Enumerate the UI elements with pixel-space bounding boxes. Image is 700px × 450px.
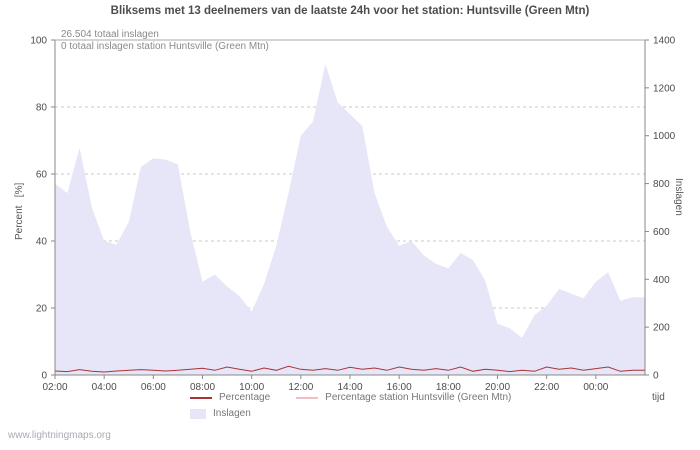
chart-title: Bliksems met 13 deelnemers van de laatst…: [110, 5, 590, 17]
svg-text:200: 200: [653, 323, 670, 334]
svg-text:06:00: 06:00: [141, 382, 166, 393]
legend-swatch-line: [296, 396, 319, 399]
svg-text:14:00: 14:00: [337, 382, 362, 393]
svg-text:02:00: 02:00: [42, 382, 67, 393]
svg-text:1200: 1200: [653, 83, 676, 94]
legend-row: Percentage Percentage station Huntsville …: [190, 392, 511, 403]
svg-text:1400: 1400: [653, 36, 676, 47]
svg-text:00:00: 00:00: [583, 382, 608, 393]
svg-text:22:00: 22:00: [534, 382, 559, 393]
legend-label: Percentage station Huntsville (Green Mtn…: [325, 392, 512, 403]
svg-text:0: 0: [653, 371, 659, 382]
watermark: www.lightningmaps.org: [8, 430, 111, 441]
svg-text:10:00: 10:00: [239, 382, 264, 393]
y-axis-label-left: Percent [%]: [14, 182, 25, 240]
legend-label: Inslagen: [213, 408, 251, 419]
svg-text:0: 0: [41, 371, 47, 382]
x-axis-label: tijd: [652, 392, 665, 403]
svg-text:80: 80: [36, 103, 48, 114]
total-strikes-annotation: 26.504 totaal inslagen: [61, 29, 159, 40]
legend-swatch-line: [190, 396, 212, 399]
area-series-inslagen: [55, 63, 645, 376]
legend-label: Percentage: [219, 392, 271, 403]
legend-row: Inslagen: [190, 408, 511, 419]
svg-text:100: 100: [30, 36, 47, 47]
svg-text:60: 60: [36, 170, 48, 181]
legend-item: Percentage station Huntsville (Green Mtn…: [296, 392, 511, 403]
legend-item: Percentage: [190, 392, 270, 403]
line-series-0: [54, 365, 645, 373]
svg-text:20:00: 20:00: [485, 382, 510, 393]
legend: Percentage Percentage station Huntsville …: [190, 392, 511, 419]
svg-text:18:00: 18:00: [436, 382, 461, 393]
legend-swatch-area: [190, 408, 206, 419]
svg-text:1000: 1000: [653, 131, 676, 142]
svg-text:12:00: 12:00: [288, 382, 313, 393]
svg-text:600: 600: [653, 227, 670, 238]
svg-text:08:00: 08:00: [190, 382, 215, 393]
chart-plot: 020406080100020040060080010001200140002:…: [30, 36, 675, 394]
svg-text:800: 800: [653, 179, 670, 190]
svg-text:400: 400: [653, 275, 670, 286]
svg-text:16:00: 16:00: [387, 382, 412, 393]
svg-text:04:00: 04:00: [92, 382, 117, 393]
svg-text:40: 40: [36, 237, 48, 248]
y-axis-label-right: Inslagen: [673, 178, 684, 216]
svg-text:20: 20: [36, 304, 48, 315]
station-total-annotation: 0 totaal inslagen station Huntsville (Gr…: [61, 41, 269, 52]
legend-item: Inslagen: [190, 408, 251, 419]
